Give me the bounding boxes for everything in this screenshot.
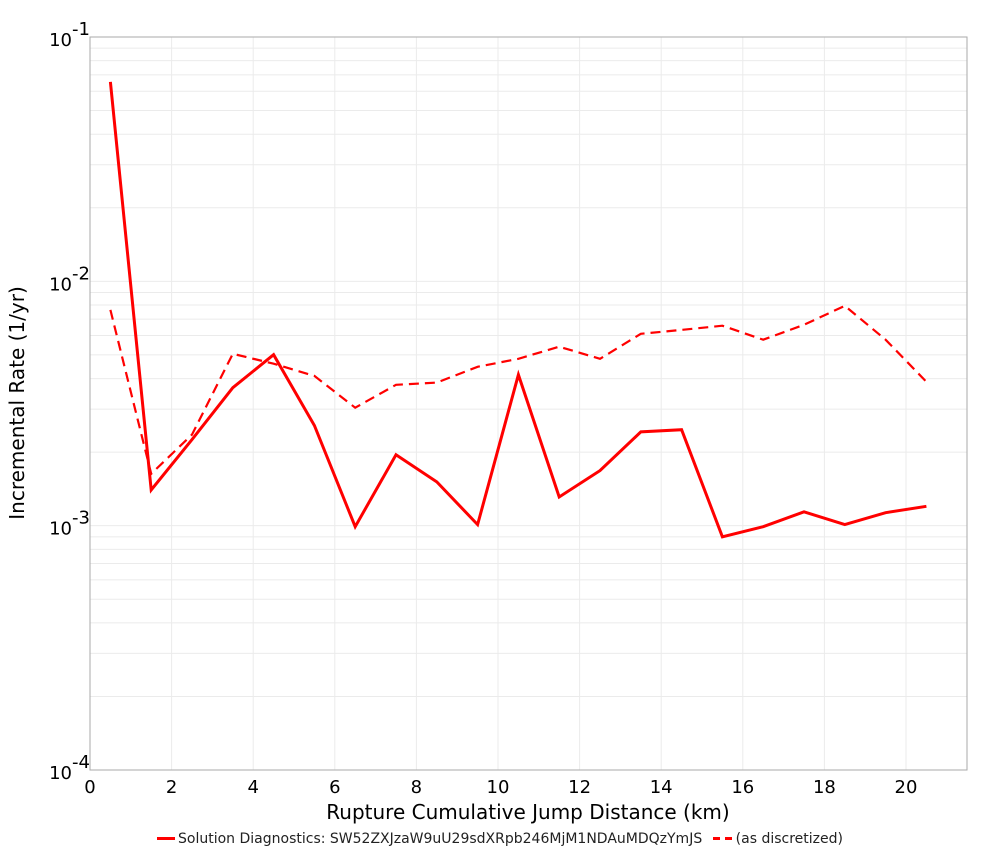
dashed-line-swatch-icon	[712, 837, 732, 840]
x-tick-label: 14	[650, 777, 673, 798]
x-tick-label: 10	[487, 777, 510, 798]
series-layer	[108, 81, 928, 539]
x-tick-label: 16	[731, 777, 754, 798]
x-tick-label: 8	[411, 777, 422, 798]
legend-item-solution: Solution Diagnostics: SW52ZXJzaW9uU29sdX…	[157, 831, 702, 847]
y-tick-label: 10	[49, 763, 72, 784]
y-tick-label: 10	[49, 30, 72, 51]
x-tick-label: 4	[247, 777, 258, 798]
x-tick-label: 12	[568, 777, 591, 798]
plot-area-border	[89, 36, 968, 771]
x-tick-label: 20	[895, 777, 918, 798]
y-tick-label: 10	[49, 274, 72, 295]
x-axis-tick-labels: 0 2 4 6 8 10 12 14 16 18 20	[84, 777, 917, 798]
y-axis-title: Incremental Rate (1/yr)	[5, 286, 29, 519]
series-line-solution	[108, 81, 927, 539]
series-line-discretized	[109, 304, 928, 476]
y-tick-exponent: -1	[72, 19, 90, 40]
legend: Solution Diagnostics: SW52ZXJzaW9uU29sdX…	[0, 828, 1000, 847]
y-axis-tick-labels: 10-110-210-310-4	[49, 19, 90, 784]
legend-label-solution: Solution Diagnostics: SW52ZXJzaW9uU29sdX…	[178, 830, 703, 847]
x-tick-label: 0	[84, 777, 95, 798]
y-tick-exponent: -4	[72, 752, 90, 773]
x-tick-label: 6	[329, 777, 340, 798]
y-tick-label: 10	[49, 519, 72, 540]
x-axis-title: Rupture Cumulative Jump Distance (km)	[326, 800, 729, 824]
x-tick-label: 2	[166, 777, 177, 798]
solid-line-swatch-icon	[157, 837, 176, 840]
x-tick-label: 18	[813, 777, 836, 798]
legend-label-discretized: (as discretized)	[735, 830, 843, 847]
y-tick-exponent: -2	[72, 263, 90, 284]
y-tick-exponent: -3	[72, 508, 90, 529]
legend-item-discretized: (as discretized)	[707, 831, 843, 847]
grid-lines	[90, 37, 967, 770]
